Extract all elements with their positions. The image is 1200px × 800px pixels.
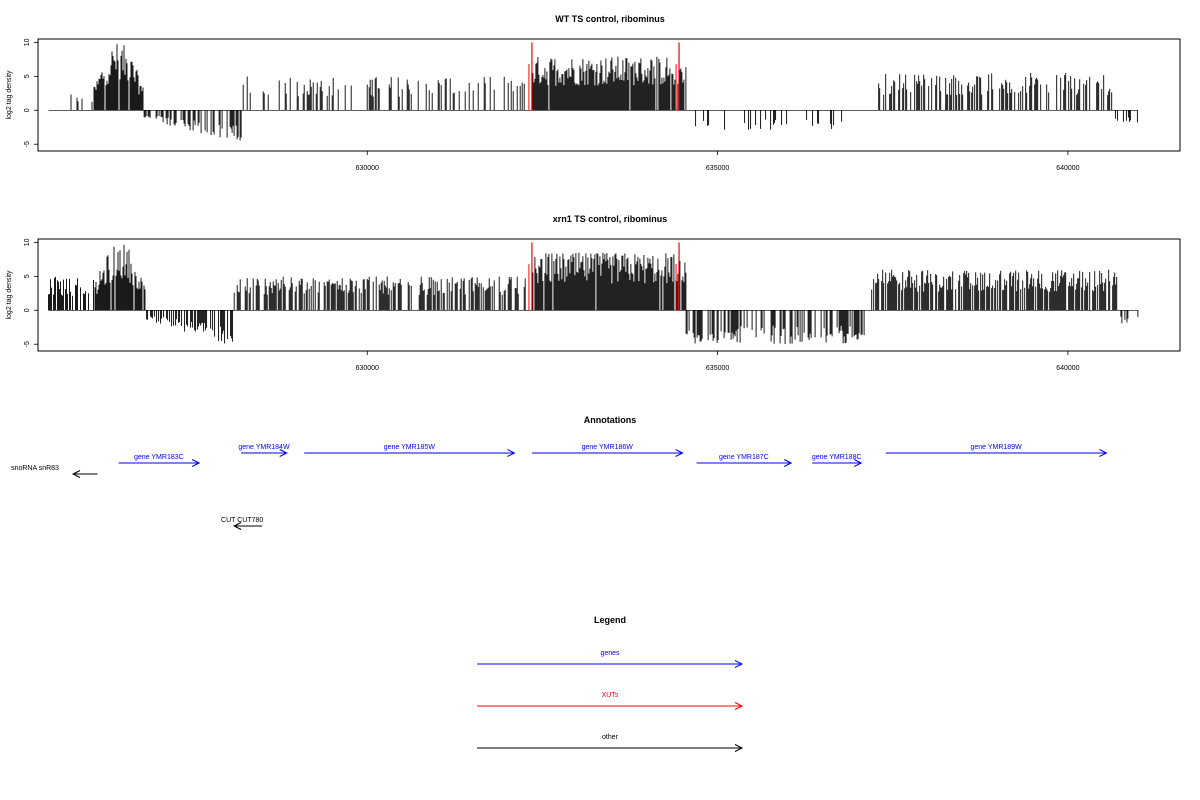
feature-arrowhead [675, 449, 684, 457]
xrn1-panel: xrn1 TS control, ribominus log2 tag dens… [6, 214, 1181, 372]
wt-panel-title: WT TS control, ribominus [555, 14, 665, 24]
wt-plot-frame [37, 38, 1181, 152]
wt-x-tick-label: 630000 [356, 165, 379, 172]
wt-y-tick-label: 0 [24, 108, 31, 112]
annotations-panel: Annotations snoRNA snR83 gene YMR183C gene… [11, 415, 1108, 530]
feature-label: gene YMR187C [719, 454, 769, 461]
xrn1-x-tick-label: 630000 [356, 365, 379, 372]
feature-gene-ymr189w: gene YMR189W [885, 444, 1108, 457]
xrn1-y-tick-label: -5 [24, 341, 31, 347]
xrn1-panel-title: xrn1 TS control, ribominus [553, 214, 668, 224]
feature-arrowhead [853, 459, 863, 467]
feature-arrowhead [507, 449, 516, 457]
wt-y-tick-label: -5 [24, 141, 31, 147]
xrn1-y-tick-label: 5 [24, 274, 31, 278]
feature-gene-ymr187c: gene YMR187C [696, 454, 793, 467]
wt-panel: WT TS control, ribominus log2 tag densit… [6, 14, 1181, 172]
wt-y-axis-label: log2 tag density [6, 70, 13, 120]
wt-red-lines [528, 42, 680, 111]
xrn1-y-axis-label: log2 tag density [6, 270, 13, 320]
legend-arrowhead [734, 660, 744, 668]
legend-entries: genes XUTs other [477, 650, 744, 752]
legend-label: other [602, 734, 619, 741]
feature-arrowhead [71, 470, 81, 478]
xrn1-y-tick-label: 10 [24, 238, 31, 246]
feature-cut-cut780: CUT CUT780 [221, 517, 263, 530]
feature-arrowhead [279, 449, 288, 457]
wt-y-tick-label: 10 [24, 38, 31, 46]
feature-label: gene YMR183C [134, 454, 184, 461]
feature-gene-ymr184w: gene YMR184W [238, 444, 290, 457]
xrn1-x-tick-label: 635000 [706, 365, 729, 372]
legend-label: XUTs [602, 692, 619, 699]
wt-x-axis: 630000 635000 640000 [356, 151, 1080, 172]
annotations-title: Annotations [584, 415, 637, 425]
feature-label: gene YMR188C [812, 454, 862, 461]
wt-x-tick-label: 635000 [706, 165, 729, 172]
feature-label: snoRNA snR83 [11, 465, 59, 472]
legend-entry-genes: genes [477, 650, 744, 668]
legend-panel: Legend genes XUTs other [477, 615, 744, 752]
feature-arrowhead [191, 459, 201, 467]
wt-x-tick-label: 640000 [1056, 165, 1079, 172]
legend-arrowhead [734, 744, 744, 752]
xrn1-y-axis: -5 0 5 10 [24, 238, 38, 347]
annotation-features: snoRNA snR83 gene YMR183C gene YMR184W gene… [11, 444, 1108, 530]
legend-title: Legend [594, 615, 626, 625]
feature-arrowhead [233, 522, 242, 530]
feature-label: CUT CUT780 [221, 517, 263, 524]
xrn1-y-tick-label: 0 [24, 308, 31, 312]
legend-entry-xuts: XUTs [477, 692, 744, 710]
legend-entry-other: other [477, 734, 744, 752]
feature-label: gene YMR189W [970, 444, 1022, 451]
feature-snorna-snr83: snoRNA snR83 [11, 465, 98, 478]
feature-label: gene YMR184W [238, 444, 290, 451]
wt-bars [48, 44, 1138, 141]
xrn1-red-lines [528, 242, 680, 311]
xrn1-x-axis: 630000 635000 640000 [356, 351, 1080, 372]
wt-y-axis: -5 0 5 10 [24, 38, 38, 147]
legend-arrowhead [734, 702, 744, 710]
xrn1-bars [48, 244, 1139, 344]
xrn1-plot-frame [37, 238, 1181, 352]
xrn1-x-tick-label: 640000 [1056, 365, 1079, 372]
feature-gene-ymr183c: gene YMR183C [118, 454, 201, 467]
feature-gene-ymr185w: gene YMR185W [304, 444, 516, 457]
feature-gene-ymr186w: gene YMR186W [531, 444, 684, 457]
feature-arrowhead [783, 459, 793, 467]
feature-label: gene YMR185W [384, 444, 436, 451]
feature-gene-ymr188c: gene YMR188C [812, 454, 863, 467]
legend-label: genes [600, 650, 620, 657]
feature-label: gene YMR186W [582, 444, 634, 451]
feature-arrowhead [1099, 449, 1108, 457]
wt-y-tick-label: 5 [24, 74, 31, 78]
